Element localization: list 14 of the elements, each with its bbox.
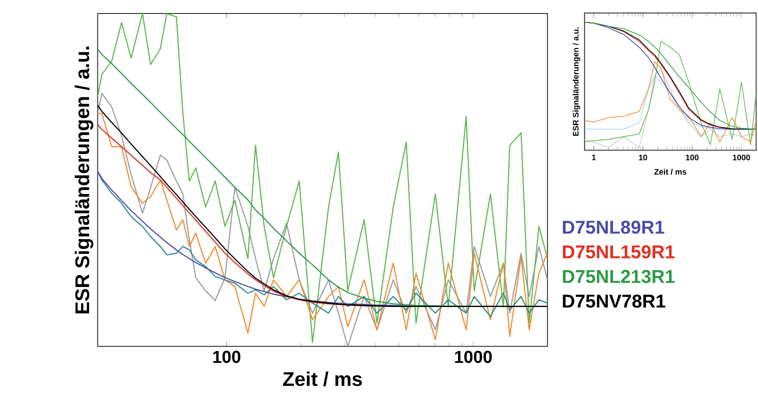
text: D75NL159R1 [562,245,675,259]
text: D75NL89R1 [562,220,664,234]
x-axis-title: Zeit / ms [283,372,362,386]
series-label: D75NV78R1 [562,294,666,308]
x-tick-label: 10 [639,154,648,160]
x-tick-label: 100 [213,350,240,364]
x-tick-label: 1000 [455,350,492,364]
y-axis-title: ESR Signaländerungen / a.u. [74,46,94,314]
x-axis-title: Zeit / ms [654,168,686,175]
series-label: D75NL213R1 [562,270,675,284]
x-tick-label: 1 [592,154,596,160]
x-tick-label: 1000 [732,154,750,160]
y-axis-title: ESR Signaländerungen / a.u. [572,28,580,136]
x-tick-label: 100 [686,154,699,160]
